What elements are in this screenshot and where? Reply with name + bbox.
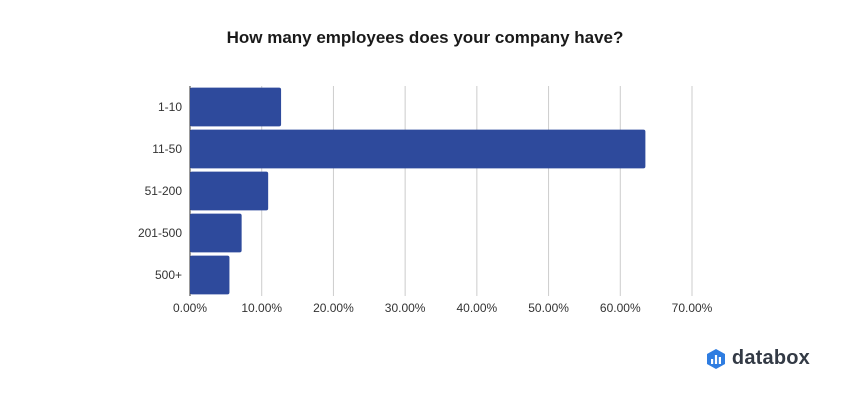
bar-201-500 <box>190 213 242 253</box>
brand-name: databox <box>731 347 810 369</box>
databox-brand: databox <box>706 347 810 370</box>
x-tick-label: 20.00% <box>313 301 354 315</box>
x-tick-labels: 0.00% 10.00% 20.00% 30.00% 40.00% 50.00% 60.00… <box>173 301 713 315</box>
x-tick-label: 40.00% <box>457 301 498 315</box>
bar-500plus <box>190 255 230 295</box>
category-label: 51-200 <box>145 184 183 198</box>
bar-51-200 <box>190 171 269 211</box>
category-label: 201-500 <box>138 226 182 240</box>
x-tick-label: 50.00% <box>528 301 569 315</box>
category-labels: 1-10 11-50 51-200 201-500 500+ <box>138 100 182 282</box>
databox-logo-icon <box>706 348 725 369</box>
category-label: 1-10 <box>158 100 182 114</box>
x-tick-label: 0.00% <box>173 301 207 315</box>
x-tick-label: 10.00% <box>241 301 282 315</box>
x-tick-label: 70.00% <box>672 301 713 315</box>
chart-title: How many employees does your company hav… <box>226 28 624 47</box>
x-tick-label: 30.00% <box>385 301 426 315</box>
bars <box>190 87 646 295</box>
category-label: 11-50 <box>152 142 182 156</box>
x-tick-label: 60.00% <box>600 301 641 315</box>
bar-1-10 <box>190 87 282 127</box>
category-label: 500+ <box>155 268 182 282</box>
bar-11-50 <box>190 129 646 169</box>
